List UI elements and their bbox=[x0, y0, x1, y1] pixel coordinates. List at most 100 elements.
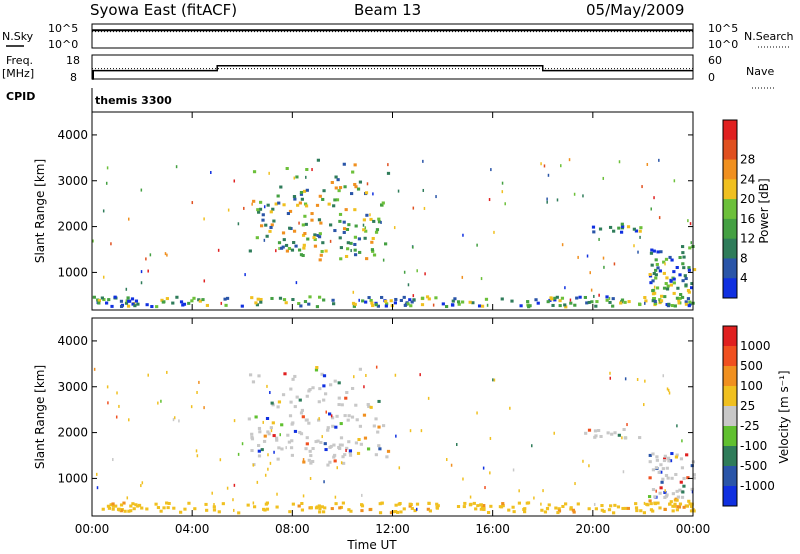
data-cell bbox=[233, 483, 236, 487]
data-cell bbox=[318, 507, 322, 511]
data-cell bbox=[379, 203, 384, 207]
data-cell bbox=[666, 284, 670, 288]
data-cell bbox=[597, 428, 601, 432]
data-cell bbox=[365, 373, 367, 377]
data-cell bbox=[651, 292, 656, 296]
data-cell bbox=[198, 299, 202, 303]
data-cell bbox=[660, 480, 664, 484]
data-cell bbox=[319, 440, 323, 444]
data-cell bbox=[369, 217, 373, 221]
data-cell bbox=[328, 412, 332, 416]
data-cell bbox=[321, 510, 326, 514]
data-cell bbox=[687, 266, 691, 270]
data-cell bbox=[280, 447, 284, 451]
data-cell bbox=[682, 255, 686, 259]
data-cell bbox=[504, 202, 506, 206]
data-cell bbox=[279, 246, 284, 250]
colorbar-segment bbox=[723, 406, 737, 427]
data-cell bbox=[489, 504, 493, 508]
data-cell bbox=[353, 302, 357, 306]
data-cell bbox=[233, 508, 235, 512]
data-cell bbox=[582, 194, 584, 198]
data-cell bbox=[281, 245, 285, 249]
data-cell bbox=[288, 510, 292, 514]
power-ylabel: Slant Range [km] bbox=[33, 159, 47, 263]
data-cell bbox=[290, 248, 295, 252]
data-cell bbox=[644, 299, 648, 303]
data-cell bbox=[292, 241, 296, 245]
data-cell bbox=[101, 507, 105, 511]
data-cell bbox=[380, 220, 382, 224]
data-cell bbox=[648, 460, 652, 464]
data-cell bbox=[673, 179, 676, 183]
power-plot-area bbox=[92, 112, 693, 310]
data-cell bbox=[488, 198, 491, 202]
data-cell bbox=[536, 301, 540, 305]
data-cell bbox=[635, 509, 639, 513]
data-cell bbox=[432, 303, 435, 307]
data-cell bbox=[671, 509, 675, 513]
data-cell bbox=[626, 423, 628, 427]
data-cell bbox=[611, 304, 615, 308]
data-cell bbox=[302, 494, 305, 498]
data-cell bbox=[543, 164, 546, 168]
data-cell bbox=[665, 287, 670, 291]
data-cell bbox=[553, 296, 557, 300]
data-cell bbox=[553, 298, 557, 302]
data-cell bbox=[289, 400, 293, 404]
data-cell bbox=[334, 502, 338, 506]
data-cell bbox=[342, 461, 346, 465]
data-cell bbox=[319, 253, 323, 257]
data-cell bbox=[339, 246, 343, 250]
data-cell bbox=[269, 461, 272, 465]
freq-panel: Freq. [MHz] 18 8 60 0 Nave bbox=[2, 54, 775, 89]
data-cell bbox=[303, 300, 308, 304]
data-cell bbox=[290, 439, 294, 443]
data-cell bbox=[376, 304, 381, 308]
data-cell bbox=[375, 365, 378, 369]
data-cell bbox=[653, 302, 658, 306]
data-cell bbox=[353, 163, 357, 167]
data-cell bbox=[275, 505, 279, 509]
data-cell bbox=[252, 463, 255, 467]
data-cell bbox=[501, 181, 504, 185]
data-cell bbox=[331, 424, 335, 428]
data-cell bbox=[403, 270, 406, 274]
data-cell bbox=[378, 502, 382, 506]
data-cell bbox=[102, 209, 105, 213]
data-cell bbox=[292, 195, 297, 199]
data-cell bbox=[284, 243, 289, 247]
data-cell bbox=[298, 221, 300, 225]
data-cell bbox=[651, 279, 655, 283]
data-cell bbox=[424, 272, 426, 276]
data-cell bbox=[353, 182, 357, 186]
data-cell bbox=[302, 243, 306, 247]
data-cell bbox=[317, 400, 321, 404]
data-cell bbox=[678, 256, 682, 260]
data-cell bbox=[461, 300, 465, 304]
data-cell bbox=[622, 428, 626, 432]
data-cell bbox=[145, 303, 149, 307]
data-cell bbox=[659, 299, 664, 303]
data-cell bbox=[329, 444, 333, 448]
freq-panel-frame bbox=[91, 54, 694, 80]
data-cell bbox=[353, 248, 357, 252]
data-cell bbox=[310, 218, 314, 222]
nsky-label: N.Sky bbox=[2, 30, 34, 43]
data-cell bbox=[322, 189, 326, 193]
data-cell bbox=[287, 440, 291, 444]
data-cell bbox=[353, 208, 357, 212]
x-tick-label: 00:00 bbox=[75, 522, 110, 536]
data-cell bbox=[619, 301, 623, 305]
data-cell bbox=[607, 508, 612, 512]
data-cell bbox=[407, 283, 410, 287]
data-cell bbox=[672, 277, 676, 281]
data-cell bbox=[618, 160, 621, 164]
data-cell bbox=[369, 405, 373, 409]
data-cell bbox=[192, 296, 196, 300]
data-cell bbox=[248, 249, 252, 253]
data-cell bbox=[301, 415, 305, 419]
data-cell bbox=[563, 303, 567, 307]
data-cell bbox=[512, 510, 516, 514]
data-cell bbox=[212, 505, 216, 509]
